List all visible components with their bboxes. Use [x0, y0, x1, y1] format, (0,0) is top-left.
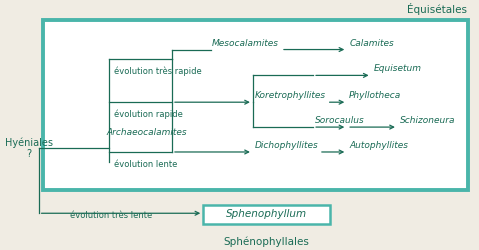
Text: Sphenophyllum: Sphenophyllum	[226, 209, 307, 219]
Text: Sorocaulus: Sorocaulus	[315, 116, 365, 125]
Text: évolution très rapide: évolution très rapide	[114, 67, 201, 76]
Text: Hyéniales
?: Hyéniales ?	[5, 137, 53, 159]
Text: Archaeocalamites: Archaeocalamites	[107, 128, 187, 137]
Text: Équisétales: Équisétales	[407, 3, 467, 15]
Text: Dichophyllites: Dichophyllites	[255, 141, 319, 150]
Text: Calamites: Calamites	[349, 39, 394, 48]
Text: Mesocalamites: Mesocalamites	[212, 39, 279, 48]
Text: évolution très lente: évolution très lente	[70, 211, 152, 220]
Text: Phyllotheca: Phyllotheca	[349, 91, 401, 100]
Text: évolution rapide: évolution rapide	[114, 110, 182, 119]
FancyBboxPatch shape	[43, 20, 468, 190]
FancyBboxPatch shape	[203, 205, 330, 224]
Text: Autophyllites: Autophyllites	[349, 141, 408, 150]
Text: Koretrophyllites: Koretrophyllites	[255, 91, 326, 100]
Text: Sphénophyllales: Sphénophyllales	[224, 236, 309, 247]
Text: Equisetum: Equisetum	[374, 64, 422, 74]
Text: Schizoneura: Schizoneura	[400, 116, 455, 125]
Text: évolution lente: évolution lente	[114, 160, 177, 169]
